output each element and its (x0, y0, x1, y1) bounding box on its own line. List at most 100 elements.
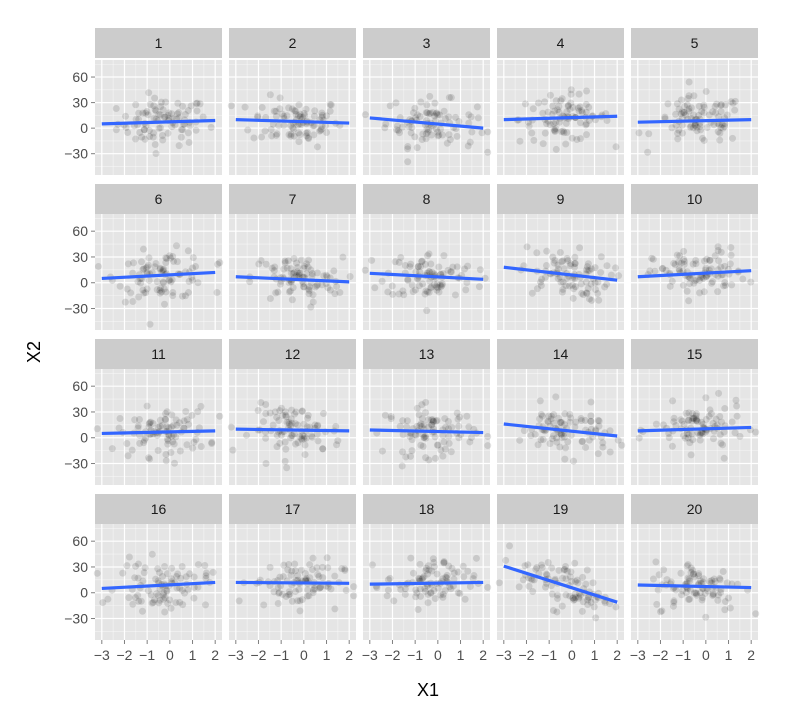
scatter-point (274, 599, 282, 607)
scatter-point (570, 285, 578, 293)
scatter-point (313, 430, 321, 438)
scatter-point (291, 410, 299, 418)
scatter-point (213, 289, 221, 297)
scatter-point (434, 284, 442, 292)
scatter-point (584, 596, 592, 604)
scatter-point (309, 291, 317, 299)
scatter-point (544, 418, 552, 426)
scatter-point (716, 576, 724, 584)
scatter-point (151, 106, 159, 114)
scatter-point (592, 426, 600, 434)
scatter-point (183, 416, 191, 424)
scatter-point (443, 574, 451, 582)
scatter-point (714, 243, 722, 251)
scatter-point (582, 108, 590, 116)
scatter-point (150, 114, 158, 122)
scatter-point (151, 263, 159, 271)
scatter-point (275, 417, 283, 425)
scatter-point (338, 565, 346, 573)
scatter-point (437, 446, 445, 454)
scatter-point (229, 446, 237, 454)
scatter-point (411, 104, 419, 112)
scatter-point (553, 438, 561, 446)
fit-line (235, 275, 350, 284)
scatter-point (546, 91, 554, 99)
scatter-point (294, 421, 302, 429)
scatter-point (562, 282, 570, 290)
facet-strip (363, 339, 490, 369)
scatter-point (413, 404, 421, 412)
scatter-point (587, 417, 595, 425)
scatter-point (685, 78, 693, 86)
scatter-point (680, 432, 688, 440)
scatter-point (597, 253, 605, 261)
scatter-point (285, 561, 293, 569)
scatter-point (529, 588, 537, 596)
scatter-point (683, 287, 691, 295)
scatter-point (168, 276, 176, 284)
scatter-point (313, 282, 321, 290)
scatter-point (484, 128, 492, 136)
scatter-point (419, 280, 427, 288)
scatter-point (571, 260, 579, 268)
scatter-point (733, 412, 741, 420)
scatter-point (296, 113, 304, 121)
scatter-point (725, 594, 733, 602)
scatter-point (685, 575, 693, 583)
scatter-point (179, 102, 187, 110)
scatter-point (697, 126, 705, 134)
scatter-point (197, 443, 205, 451)
scatter-point (327, 101, 335, 109)
scatter-point (280, 265, 288, 273)
scatter-point (607, 271, 615, 279)
scatter-point (462, 286, 470, 294)
scatter-point (284, 566, 292, 574)
scatter-point (306, 574, 314, 582)
scatter-point (259, 418, 267, 426)
scatter-point (448, 565, 456, 573)
scatter-point (555, 103, 563, 111)
scatter-point (167, 423, 175, 431)
scatter-point (412, 431, 420, 439)
scatter-point (456, 413, 464, 421)
scatter-point (411, 133, 419, 141)
scatter-point (378, 277, 386, 285)
scatter-point (426, 277, 434, 285)
scatter-point (445, 94, 453, 102)
scatter-point (286, 287, 294, 295)
scatter-point (692, 276, 700, 284)
scatter-point (434, 441, 442, 449)
scatter-point (575, 593, 583, 601)
y-tick-label: 60 (72, 223, 88, 239)
scatter-point (427, 589, 435, 597)
scatter-point (270, 267, 278, 275)
facet-panel-11: 11 (93, 339, 224, 485)
scatter-point (467, 434, 475, 442)
scatter-point (406, 452, 414, 460)
scatter-point (136, 439, 144, 447)
scatter-point (172, 599, 180, 607)
scatter-point (717, 248, 725, 256)
scatter-point (712, 415, 720, 423)
fit-line (503, 114, 618, 122)
scatter-point (539, 109, 547, 117)
scatter-point (736, 432, 744, 440)
scatter-point (145, 454, 153, 462)
scatter-point (383, 592, 391, 600)
scatter-point (686, 123, 694, 131)
scatter-point (702, 613, 710, 621)
scatter-point (687, 568, 695, 576)
scatter-point (709, 108, 717, 116)
fit-line (101, 270, 216, 281)
scatter-point (585, 267, 593, 275)
scatter-point (563, 274, 571, 282)
facet-strip-label: 15 (687, 346, 703, 362)
scatter-point (186, 570, 194, 578)
scatter-point (461, 595, 469, 603)
scatter-point (582, 443, 590, 451)
scatter-point (262, 409, 270, 417)
scatter-point (717, 124, 725, 132)
scatter-point (303, 260, 311, 268)
scatter-point (317, 583, 325, 591)
scatter-point (718, 120, 726, 128)
